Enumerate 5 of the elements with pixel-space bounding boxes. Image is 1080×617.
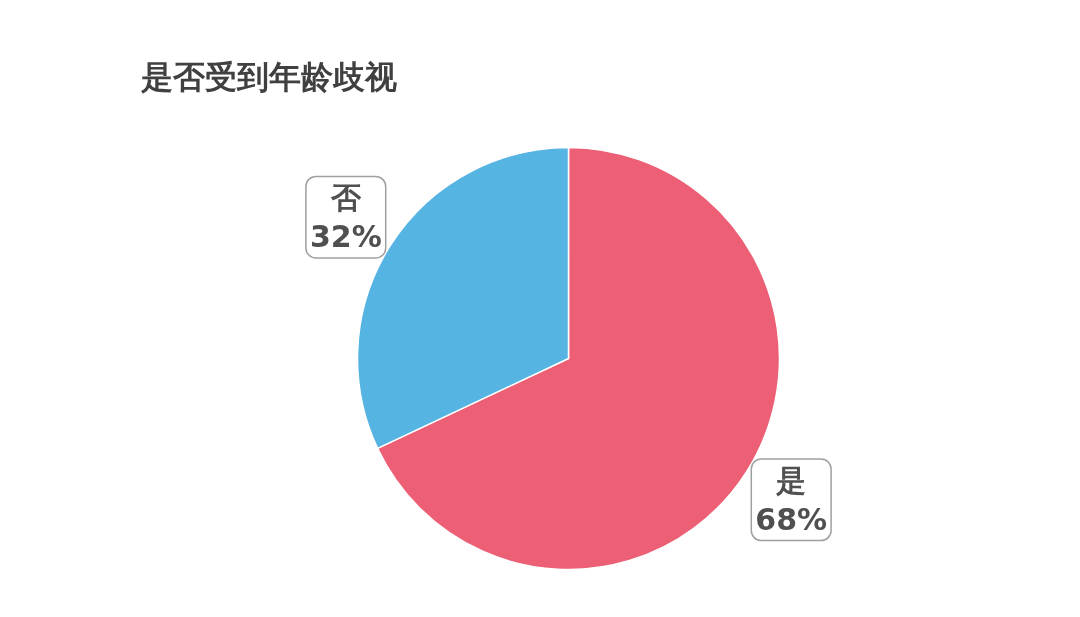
data-label: 68% bbox=[755, 501, 828, 537]
chart-title: 是否受到年龄歧视 bbox=[139, 57, 397, 96]
slice-label: 是 bbox=[775, 463, 807, 499]
data-label: 32% bbox=[309, 218, 382, 254]
slice-label: 否 bbox=[329, 180, 362, 216]
